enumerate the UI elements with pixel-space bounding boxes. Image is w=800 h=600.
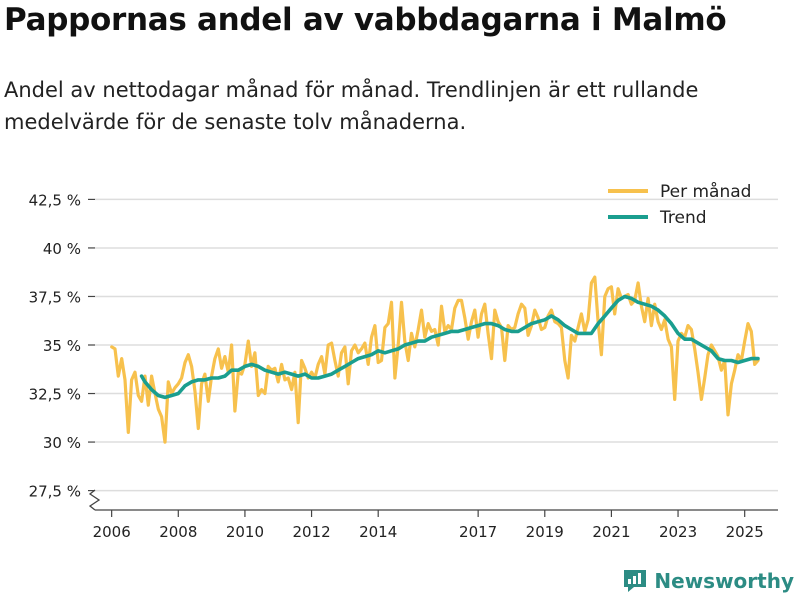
x-tick-label: 2012 bbox=[292, 523, 330, 541]
y-tick-label: 37,5 % bbox=[29, 288, 81, 306]
series-lines bbox=[110, 275, 760, 444]
y-tick-label: 40 % bbox=[43, 240, 81, 258]
x-tick-label: 2006 bbox=[93, 523, 131, 541]
x-tick-label: 2008 bbox=[159, 523, 197, 541]
x-tick-label: 2017 bbox=[459, 523, 497, 541]
x-tick-label: 2019 bbox=[526, 523, 564, 541]
chart-subtitle: Andel av nettodagar månad för månad. Tre… bbox=[4, 78, 699, 134]
grid-lines bbox=[95, 198, 778, 492]
x-tick-label: 2014 bbox=[359, 523, 397, 541]
newsworthy-logo-icon bbox=[624, 570, 647, 592]
x-tick-label: 2021 bbox=[592, 523, 630, 541]
x-axis: 2006 2008 2010 2012 2014 2017 2019 2021 2023 2025 bbox=[88, 489, 778, 541]
y-axis-ticks: 27,5 % 30 % 32,5 % 35 % 37,5 % 40 % 42,5 % bbox=[29, 191, 95, 501]
y-tick-label: 30 % bbox=[43, 434, 81, 452]
brand-name: Newsworthy bbox=[654, 569, 794, 593]
x-tick-label: 2010 bbox=[226, 523, 264, 541]
y-tick-label: 27,5 % bbox=[29, 483, 81, 501]
legend-label: Trend bbox=[659, 208, 707, 228]
series-line-trend bbox=[139, 294, 760, 400]
y-tick-label: 35 % bbox=[43, 337, 81, 355]
y-tick-label: 32,5 % bbox=[29, 386, 81, 404]
chart-title: Pappornas andel av vabbdagarna i Malmö bbox=[4, 2, 727, 38]
legend-label: Per månad bbox=[660, 181, 751, 202]
x-tick-label: 2023 bbox=[659, 523, 697, 541]
axis-break-icon bbox=[88, 489, 101, 511]
x-tick-label: 2025 bbox=[726, 523, 764, 541]
legend: Per månad Trend bbox=[608, 181, 751, 228]
series-line-per-manad bbox=[110, 275, 760, 444]
y-tick-label: 42,5 % bbox=[29, 191, 81, 209]
brand-logo: Newsworthy bbox=[622, 568, 794, 594]
